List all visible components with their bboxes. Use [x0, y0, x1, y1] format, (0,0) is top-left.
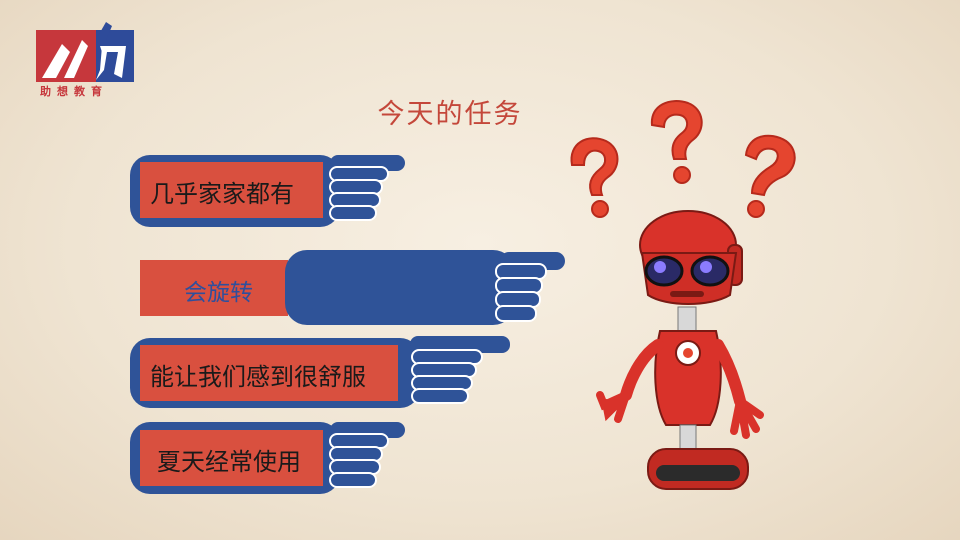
option-3-hand[interactable] — [130, 336, 510, 408]
option-4-hand[interactable] — [130, 422, 405, 494]
question-mark-icon — [570, 137, 619, 218]
logo-icon — [36, 22, 134, 82]
logo-text: 助想教育 — [40, 85, 108, 98]
option-1-label: 几乎家家都有 — [150, 180, 294, 208]
option-1-hand[interactable] — [130, 155, 405, 227]
option-2-label: 会旋转 — [184, 280, 253, 306]
option-2-hand[interactable] — [140, 250, 565, 325]
option-3-label: 能让我们感到很舒服 — [150, 363, 366, 391]
option-4-label: 夏天经常使用 — [157, 448, 301, 476]
robot-illustration — [570, 100, 796, 490]
page-title: 今天的任务 — [377, 99, 523, 130]
